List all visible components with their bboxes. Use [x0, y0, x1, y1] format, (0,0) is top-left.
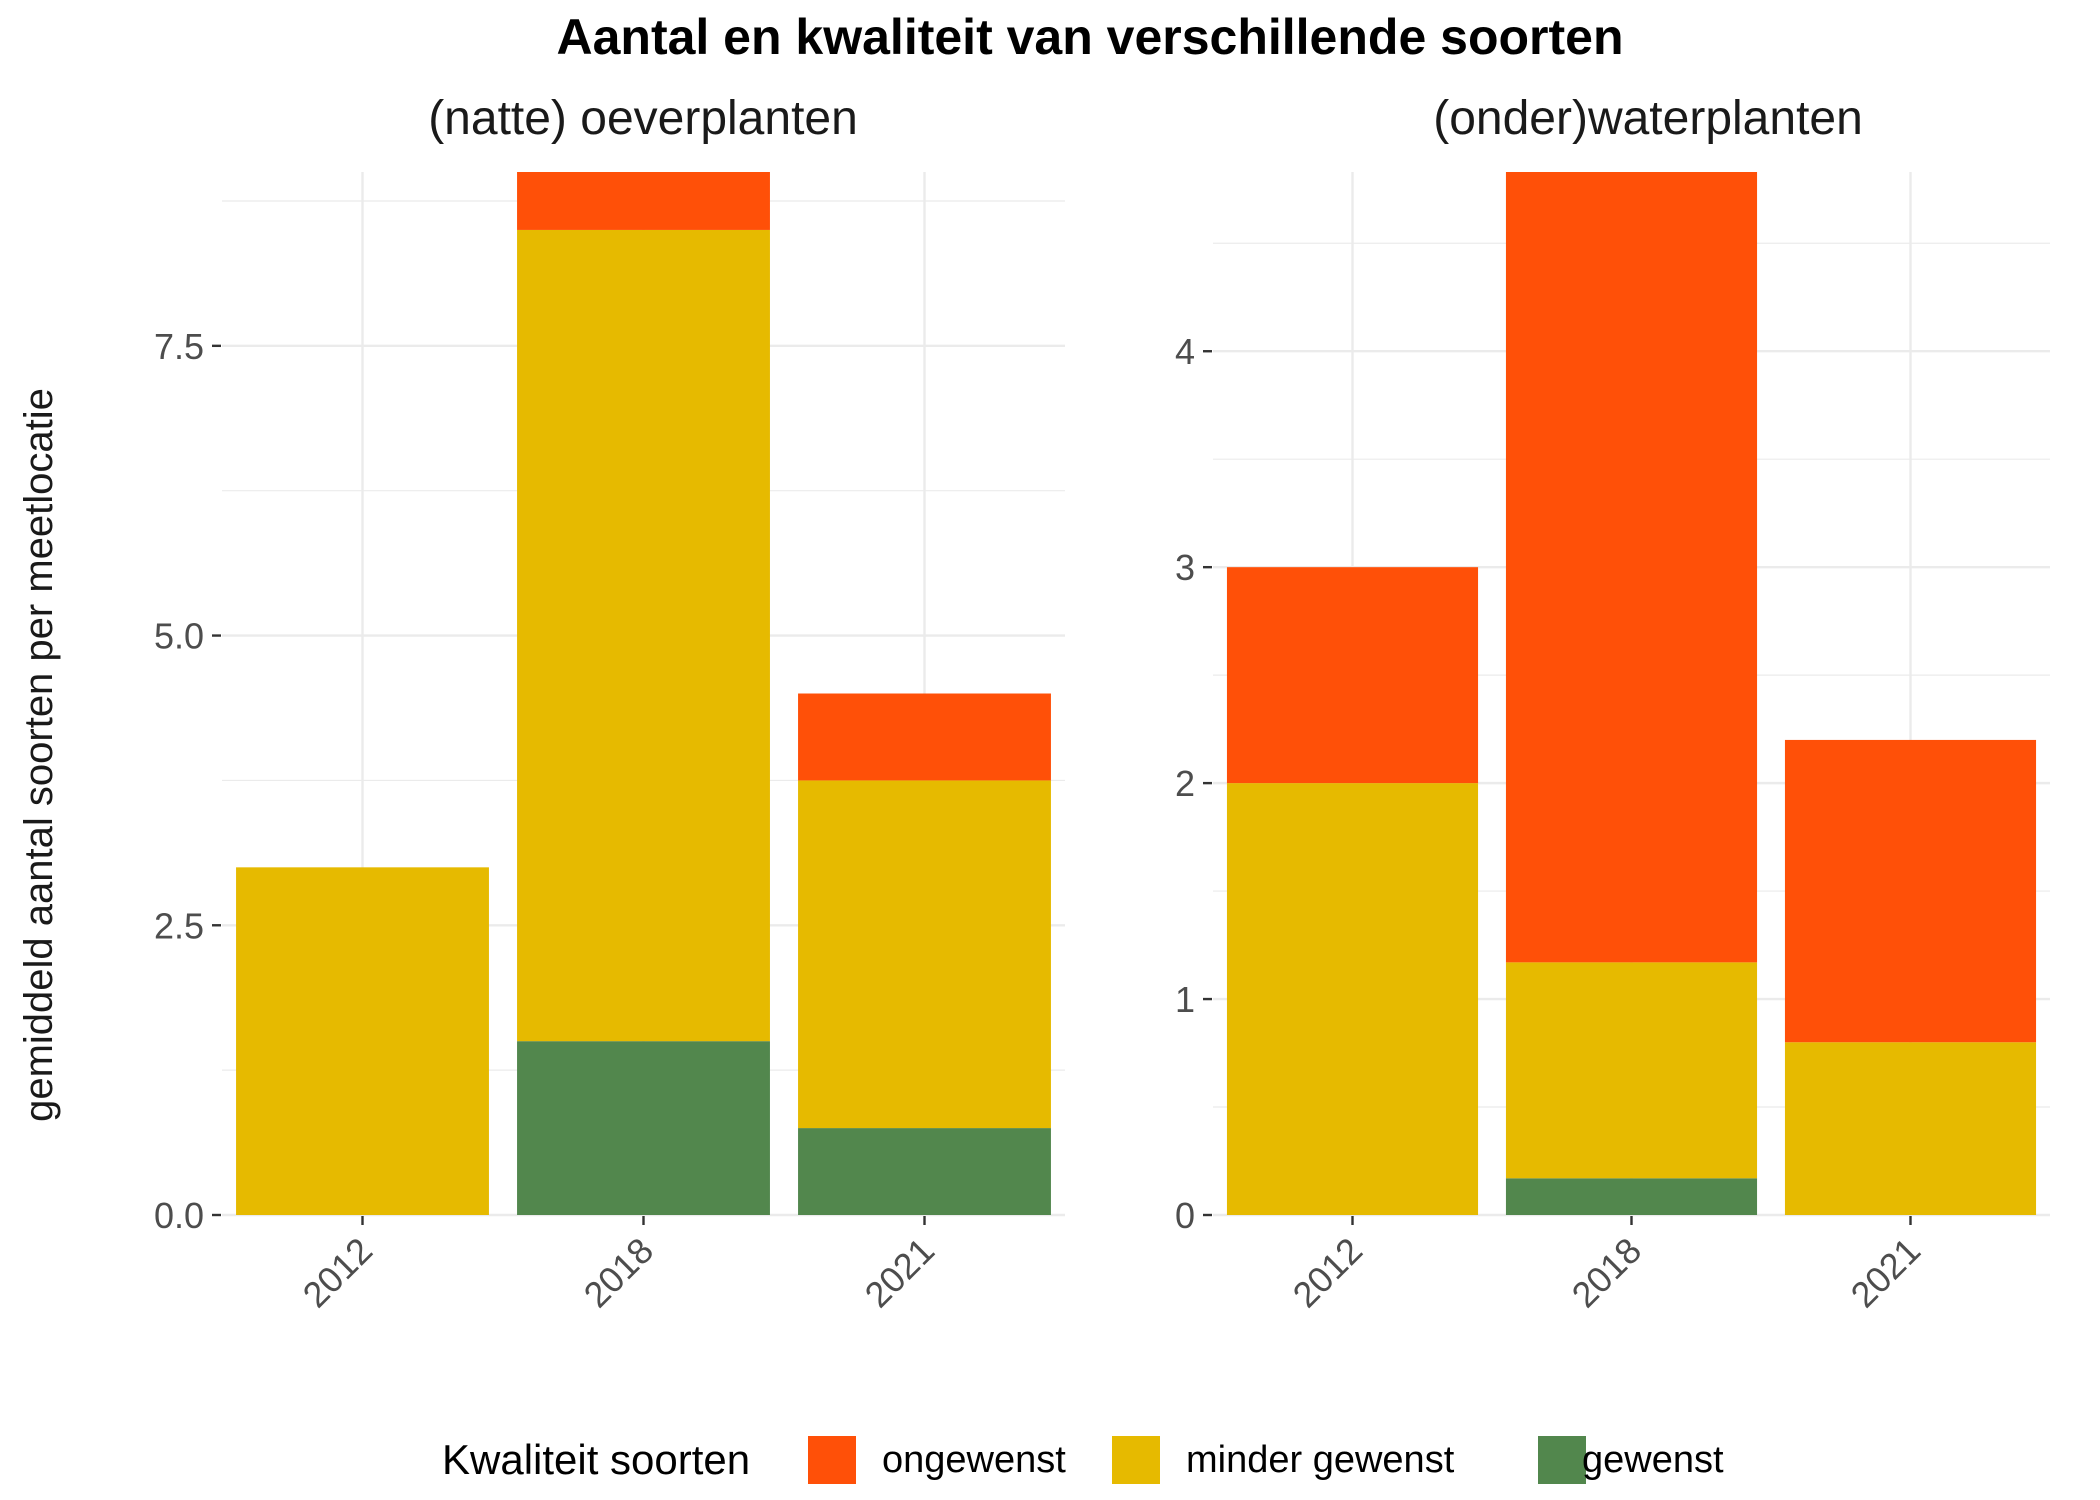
legend-swatch-gewenst	[1538, 1436, 1586, 1484]
legend-title: Kwaliteit soorten	[442, 1436, 750, 1483]
legend-label-minder-gewenst: minder gewenst	[1186, 1439, 1455, 1481]
bar-segment-minder-gewenst-2018	[1505, 962, 1758, 1179]
y-tick-label: 7.5	[154, 326, 204, 367]
y-tick-label: 3	[1175, 547, 1195, 588]
bar-segment-minder-gewenst-2021	[798, 780, 1051, 1129]
bar-segment-ongewenst-2018	[517, 172, 770, 230]
y-axis-label: gemiddeld aantal soorten per meetlocatie	[17, 388, 61, 1122]
y-tick-label: 5.0	[154, 616, 204, 657]
bar-segment-minder-gewenst-2021	[1784, 1042, 2037, 1215]
y-tick-label: 2	[1175, 763, 1195, 804]
legend-label-ongewenst: ongewenst	[882, 1439, 1066, 1481]
x-tick-label: 2018	[1564, 1230, 1650, 1316]
bar-segment-gewenst-2018	[517, 1041, 770, 1215]
bar-segment-minder-gewenst-2012	[236, 867, 489, 1215]
bar-segment-gewenst-2018	[1505, 1178, 1758, 1215]
panel-oeverplanten: (natte) oeverplanten 0.0 2.5 5.0 7.5 2012 2018…	[154, 92, 1065, 1315]
x-tick-label: 2021	[1843, 1230, 1929, 1316]
panel-title: (natte) oeverplanten	[428, 92, 858, 145]
legend-swatch-minder-gewenst	[1112, 1436, 1160, 1484]
legend: Kwaliteit soorten ongewenst minder gewen…	[442, 1436, 1724, 1484]
bar-segment-minder-gewenst-2018	[517, 229, 770, 1042]
x-tick-label: 2012	[1285, 1230, 1371, 1316]
bar-segment-ongewenst-2012	[1226, 567, 1479, 784]
x-tick-label: 2018	[576, 1230, 662, 1316]
bar-segment-ongewenst-2021	[1784, 739, 2037, 1043]
chart-title: Aantal en kwaliteit van verschillende so…	[556, 9, 1623, 65]
x-tick-label: 2021	[857, 1230, 943, 1316]
y-tick-label: 0.0	[154, 1195, 204, 1236]
bar-segment-ongewenst-2018	[1505, 172, 1758, 963]
legend-swatch-ongewenst	[808, 1436, 856, 1484]
x-tick-label: 2012	[295, 1230, 381, 1316]
bar-segment-ongewenst-2021	[798, 693, 1051, 781]
panel-waterplanten: (onder)waterplanten 0 1 2 3 4 2012 2018 2021	[1175, 92, 2050, 1315]
legend-label-gewenst: gewenst	[1582, 1439, 1724, 1481]
y-tick-label: 4	[1175, 331, 1195, 372]
y-tick-label: 0	[1175, 1195, 1195, 1236]
bar-segment-gewenst-2021	[798, 1128, 1051, 1215]
panel-title: (onder)waterplanten	[1433, 92, 1863, 145]
y-tick-label: 2.5	[154, 905, 204, 946]
bar-segment-minder-gewenst-2012	[1226, 783, 1479, 1215]
y-tick-label: 1	[1175, 979, 1195, 1020]
